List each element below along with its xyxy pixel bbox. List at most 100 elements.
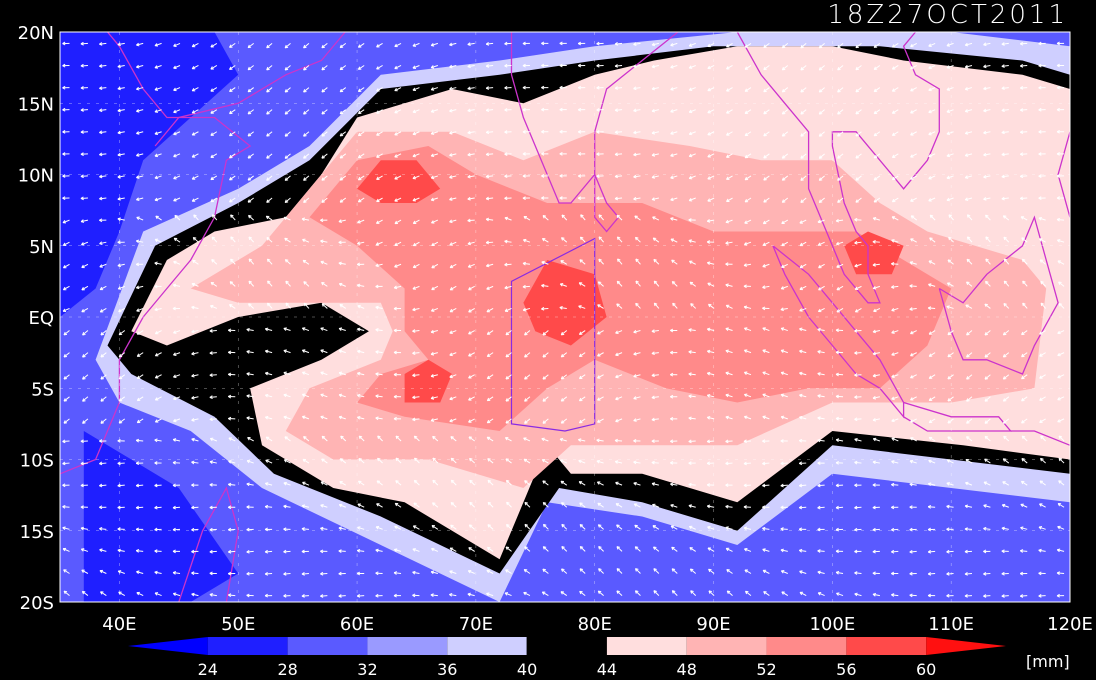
wind-vector	[135, 239, 144, 244]
wind-vector	[781, 241, 789, 247]
wind-vector	[468, 285, 475, 291]
wind-vector	[763, 87, 770, 93]
wind-vector	[303, 87, 310, 93]
colorbar-label-40: 40	[517, 660, 537, 679]
wind-vector	[1057, 352, 1065, 357]
wind-vector	[1001, 174, 1009, 179]
wind-vector	[983, 42, 991, 47]
wind-vector	[559, 437, 567, 442]
wind-vector	[1056, 41, 1065, 46]
wind-vector	[762, 327, 770, 332]
wind-vector	[596, 459, 604, 464]
wind-vector	[412, 87, 420, 92]
wind-vector	[485, 108, 494, 113]
wind-vector	[985, 236, 991, 243]
wind-vector	[191, 505, 199, 510]
wind-vector	[246, 459, 254, 464]
wind-vector	[598, 258, 604, 265]
wind-vector	[117, 86, 125, 91]
wind-vector	[449, 396, 457, 401]
wind-vector	[504, 108, 512, 112]
wind-vector	[800, 197, 807, 203]
wind-vector	[854, 351, 862, 355]
wind-vector	[432, 479, 439, 486]
wind-vector	[985, 280, 991, 287]
wind-vector	[947, 330, 954, 336]
wind-vector	[247, 65, 254, 71]
wind-vector	[376, 42, 383, 48]
wind-vector	[542, 523, 549, 530]
wind-vector	[118, 308, 125, 313]
wind-vector	[597, 374, 604, 379]
wind-vector	[928, 260, 936, 265]
wind-vector	[522, 261, 531, 266]
wind-vector	[430, 109, 439, 113]
wind-vector	[781, 87, 789, 93]
wind-vector	[706, 483, 715, 487]
wind-vector	[578, 396, 586, 402]
wind-vector	[909, 459, 917, 464]
wind-vector	[284, 237, 291, 243]
map-timestamp-title: 18Z27OCT2011	[827, 0, 1068, 30]
wind-vector	[983, 481, 991, 486]
wind-vector	[817, 438, 825, 443]
wind-vector	[191, 418, 199, 422]
wind-vector	[1038, 85, 1046, 90]
wind-vector	[835, 549, 844, 554]
wind-vector	[817, 570, 825, 575]
wind-vector	[431, 263, 439, 269]
wind-vector	[872, 239, 880, 244]
wind-vector	[173, 42, 181, 47]
wind-vector	[670, 175, 678, 180]
wind-vector	[395, 435, 402, 442]
wind-vector	[191, 175, 199, 180]
wind-vector	[99, 548, 107, 553]
wind-vector	[246, 571, 254, 576]
wind-vector	[99, 86, 107, 90]
wind-vector	[62, 130, 70, 134]
wind-vector	[99, 461, 107, 466]
wind-vector	[136, 418, 144, 424]
wind-vector	[469, 479, 476, 486]
wind-vector	[301, 327, 310, 332]
wind-vector	[579, 524, 586, 530]
wind-vector	[597, 304, 604, 309]
wind-vector	[910, 42, 917, 48]
wind-vector	[264, 393, 273, 398]
wind-vector	[339, 175, 347, 181]
wind-vector	[707, 65, 715, 70]
wind-vector	[541, 238, 549, 243]
wind-vector	[154, 527, 162, 532]
lon-label-40E: 40E	[102, 614, 136, 635]
wind-vector	[597, 281, 604, 287]
wind-vector	[449, 308, 457, 313]
wind-vector	[485, 130, 494, 135]
wind-vector	[228, 460, 236, 464]
wind-vector	[412, 525, 420, 530]
wind-vector	[800, 131, 807, 137]
wind-vector	[393, 350, 402, 355]
wind-vector	[854, 571, 862, 575]
wind-vector	[117, 548, 125, 553]
wind-vector	[651, 439, 659, 443]
wind-vector	[283, 327, 291, 332]
wind-vector	[136, 131, 144, 135]
wind-vector	[560, 352, 568, 358]
wind-vector	[377, 435, 383, 442]
wind-vector	[561, 237, 568, 243]
wind-vector	[1057, 525, 1065, 530]
wind-vector	[891, 307, 899, 312]
wind-vector	[744, 65, 752, 70]
wind-vector	[635, 280, 641, 287]
wind-vector	[927, 527, 936, 532]
wind-vector	[63, 418, 70, 424]
wind-vector	[210, 175, 218, 181]
wind-vector	[394, 131, 402, 136]
wind-vector	[412, 548, 420, 552]
lat-label-20S: 20S	[20, 593, 54, 614]
wind-vector	[412, 570, 420, 575]
wind-vector	[229, 175, 236, 181]
wind-vector	[891, 131, 899, 136]
wind-vector	[818, 43, 825, 49]
wind-vector	[118, 591, 126, 597]
